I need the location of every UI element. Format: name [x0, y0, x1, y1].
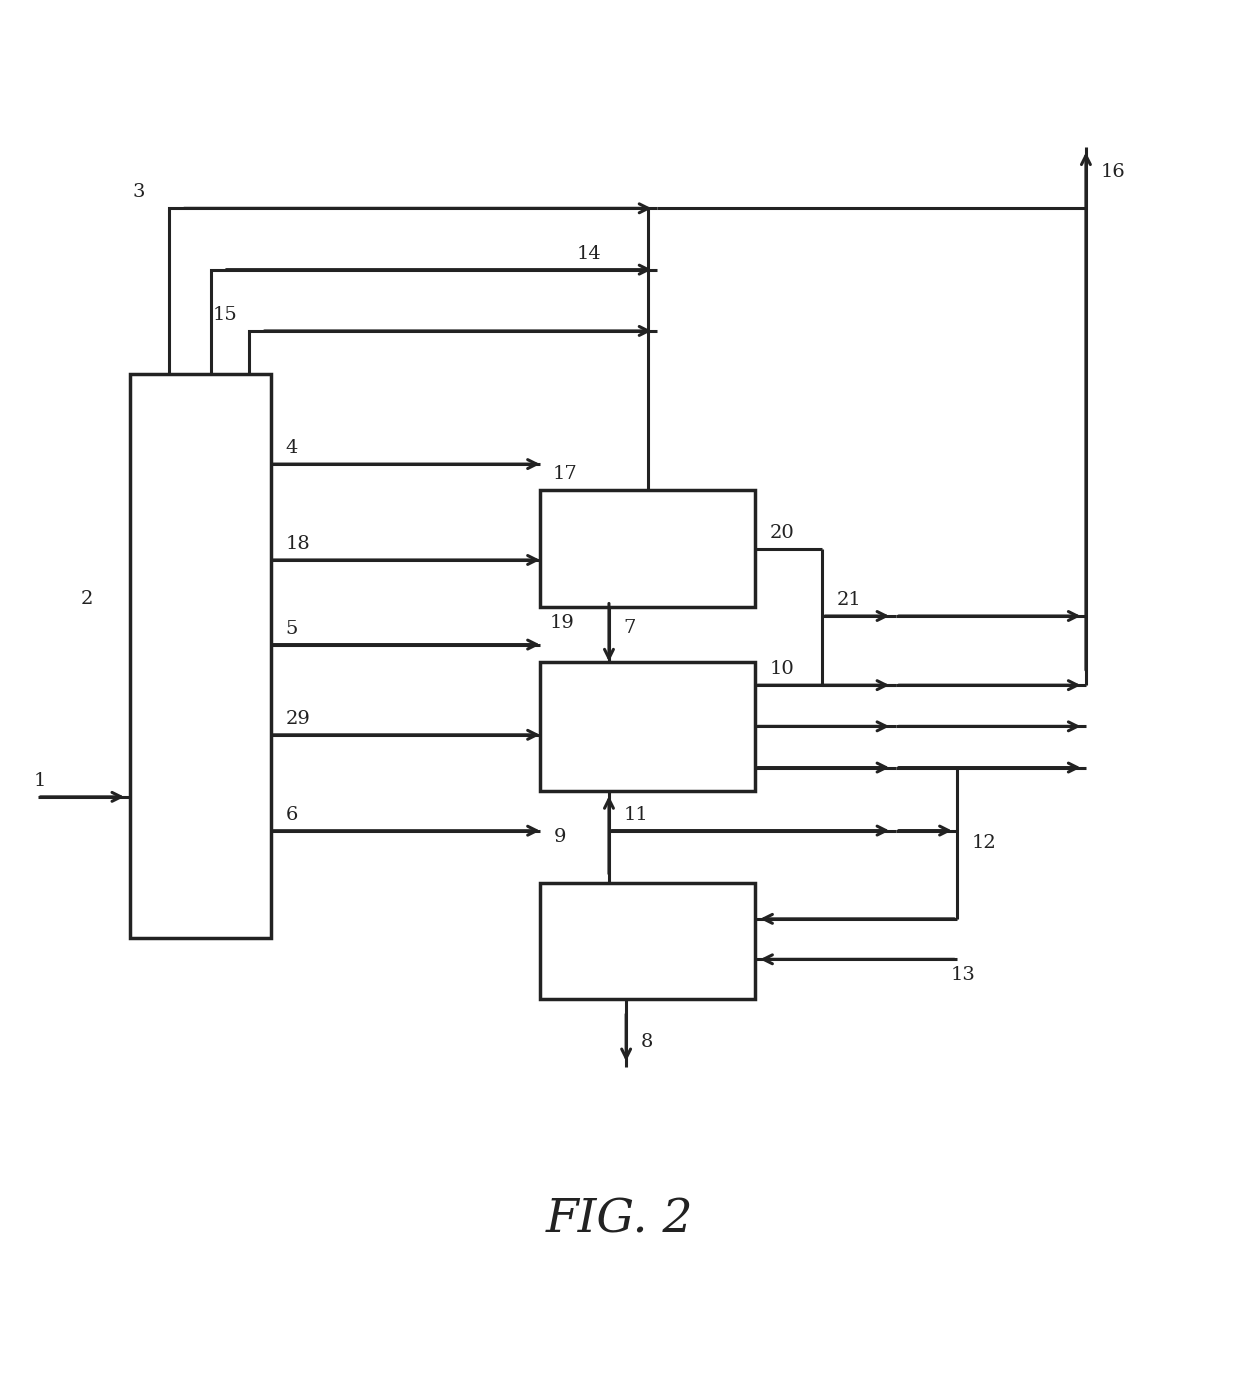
- Text: 1: 1: [33, 772, 46, 789]
- Text: 15: 15: [212, 306, 237, 324]
- Text: 18: 18: [285, 535, 310, 553]
- Bar: [541, 662, 755, 791]
- Text: 20: 20: [770, 523, 795, 541]
- Text: 6: 6: [285, 806, 298, 824]
- Text: 8: 8: [641, 1032, 653, 1052]
- Bar: [129, 373, 270, 938]
- Text: 17: 17: [553, 465, 578, 483]
- Text: 13: 13: [951, 967, 976, 984]
- Text: 16: 16: [1101, 162, 1126, 180]
- Text: 21: 21: [837, 590, 862, 610]
- Text: FIG. 2: FIG. 2: [546, 1197, 694, 1243]
- Bar: [541, 490, 755, 607]
- Bar: [541, 883, 755, 1000]
- Text: 3: 3: [133, 184, 145, 202]
- Text: 4: 4: [285, 439, 298, 457]
- Text: 29: 29: [285, 710, 310, 728]
- Text: 2: 2: [81, 590, 93, 608]
- Text: 9: 9: [554, 828, 567, 846]
- Text: 5: 5: [285, 619, 298, 637]
- Text: 10: 10: [770, 660, 795, 678]
- Text: 14: 14: [577, 244, 601, 262]
- Text: 11: 11: [624, 806, 649, 824]
- Text: 19: 19: [551, 614, 575, 632]
- Text: 7: 7: [624, 619, 636, 637]
- Text: 12: 12: [972, 835, 997, 853]
